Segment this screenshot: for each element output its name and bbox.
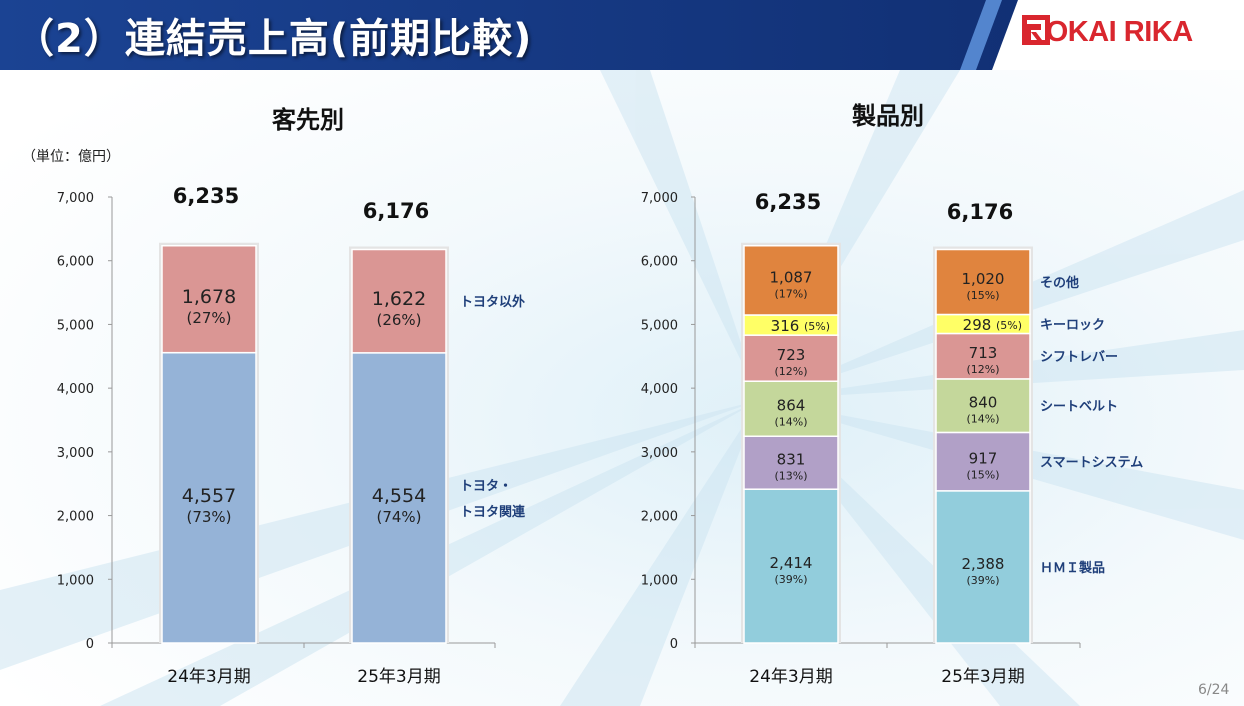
customer-pct-label: (27%) — [186, 309, 231, 327]
product-ytick-label: 4,000 — [641, 382, 678, 397]
product-bar-segment — [743, 435, 839, 490]
product-ytick-label: 0 — [670, 637, 678, 652]
product-pct-label: (39%) — [774, 573, 807, 586]
product-ytick-label: 6,000 — [641, 255, 678, 270]
customer-value-label: 1,678 — [182, 286, 236, 308]
customer-pct-label: (73%) — [186, 508, 231, 526]
product-series-name-label: シートベルト — [1040, 400, 1118, 415]
product-value-label: 831 — [777, 451, 806, 469]
customer-value-label: 1,622 — [372, 288, 426, 310]
product-value-label: 864 — [777, 397, 806, 415]
product-series-name-label: スマートシステム — [1040, 456, 1143, 471]
customer-bar-segment — [351, 352, 447, 644]
product-series-name-label: その他 — [1040, 275, 1079, 291]
product-value-label: 723 — [777, 346, 806, 364]
product-pct-label: (5%) — [804, 320, 830, 333]
product-ytick-label: 5,000 — [641, 318, 678, 333]
customer-value-label: 4,554 — [372, 485, 426, 507]
product-series-name-label: ＨＭＩ製品 — [1040, 560, 1105, 576]
product-pct-label: (15%) — [966, 289, 999, 302]
logo-mark-icon — [1022, 15, 1050, 45]
product-bar-segment — [743, 380, 839, 437]
unit-label: （単位：億円） — [22, 149, 120, 165]
product-category-label: 25年3月期 — [941, 667, 1024, 687]
customer-category-label: 24年3月期 — [167, 667, 250, 687]
product-value-label: 917 — [969, 450, 998, 468]
customer-ytick-label: 3,000 — [57, 446, 94, 461]
customer-total-label: 6,235 — [173, 184, 239, 208]
customer-bar-segment — [161, 351, 257, 644]
customer-bar-segment — [351, 248, 447, 354]
product-value-label: 2,388 — [962, 555, 1005, 573]
customer-category-label: 25年3月期 — [357, 667, 440, 687]
product-pct-label: (13%) — [774, 470, 807, 483]
product-ytick-label: 1,000 — [641, 573, 678, 588]
customer-series-name-label: トヨタ以外 — [460, 294, 525, 310]
customer-ytick-label: 5,000 — [57, 318, 94, 333]
product-bar-segment — [935, 431, 1031, 492]
product-bar-segment — [935, 378, 1031, 434]
product-pct-label: (12%) — [774, 365, 807, 378]
customer-ytick-label: 2,000 — [57, 510, 94, 525]
product-value-label: 2,414 — [770, 554, 813, 572]
product-bar-segment — [935, 332, 1031, 380]
product-bar-segment — [743, 244, 839, 316]
page-number: 6/24 — [1198, 682, 1230, 698]
customer-ytick-label: 7,000 — [57, 191, 94, 206]
product-bar-segment — [743, 488, 839, 644]
customer-ytick-label: 4,000 — [57, 382, 94, 397]
product-bar-segment — [743, 334, 839, 382]
page-title: （2）連結売上高(前期比較) — [14, 16, 533, 62]
product-pct-label: (39%) — [966, 574, 999, 587]
customer-value-label: 4,557 — [182, 485, 236, 507]
customer-series-name-label: トヨタ・ — [460, 479, 512, 494]
product-pct-label: (14%) — [774, 416, 807, 429]
product-series-name-label: キーロック — [1040, 318, 1105, 333]
product-pct-label: (15%) — [966, 469, 999, 482]
product-total-label: 6,235 — [755, 190, 821, 214]
chart-title-customer: 客先別 — [272, 106, 344, 134]
product-value-label: 298 — [963, 316, 992, 334]
customer-pct-label: (26%) — [376, 311, 421, 329]
product-value-label: 1,020 — [962, 270, 1005, 288]
product-pct-label: (5%) — [996, 319, 1022, 332]
product-ytick-label: 2,000 — [641, 510, 678, 525]
customer-bar-segment — [161, 244, 257, 354]
product-bar-segment — [935, 248, 1031, 316]
customer-ytick-label: 0 — [86, 637, 94, 652]
customer-total-label: 6,176 — [363, 199, 429, 223]
product-pct-label: (14%) — [966, 413, 999, 426]
product-category-label: 24年3月期 — [749, 667, 832, 687]
product-pct-label: (12%) — [966, 363, 999, 376]
product-ytick-label: 7,000 — [641, 191, 678, 206]
product-value-label: 316 — [771, 317, 800, 335]
customer-ytick-label: 1,000 — [57, 573, 94, 588]
product-value-label: 713 — [969, 344, 998, 362]
product-total-label: 6,176 — [947, 200, 1013, 224]
product-bar-segment — [935, 490, 1031, 644]
chart-title-product: 製品別 — [852, 102, 924, 130]
product-value-label: 1,087 — [770, 268, 813, 286]
customer-ytick-label: 6,000 — [57, 255, 94, 270]
product-pct-label: (17%) — [774, 287, 807, 300]
customer-series-name-label: トヨタ関連 — [460, 504, 526, 520]
logo-text: TOKAI RIKA — [1029, 15, 1193, 48]
product-series-name-label: シフトレバー — [1040, 350, 1118, 365]
header-bar: （2）連結売上高(前期比較) TOKAI RIKA — [0, 0, 1244, 70]
product-ytick-label: 3,000 — [641, 446, 678, 461]
product-value-label: 840 — [969, 394, 998, 412]
charts-area: 0 1,000 2,000 3,000 4,000 5,000 6,000 7,000 4,55… — [57, 184, 1143, 687]
company-logo: TOKAI RIKA — [1022, 15, 1193, 49]
customer-pct-label: (74%) — [376, 508, 421, 526]
